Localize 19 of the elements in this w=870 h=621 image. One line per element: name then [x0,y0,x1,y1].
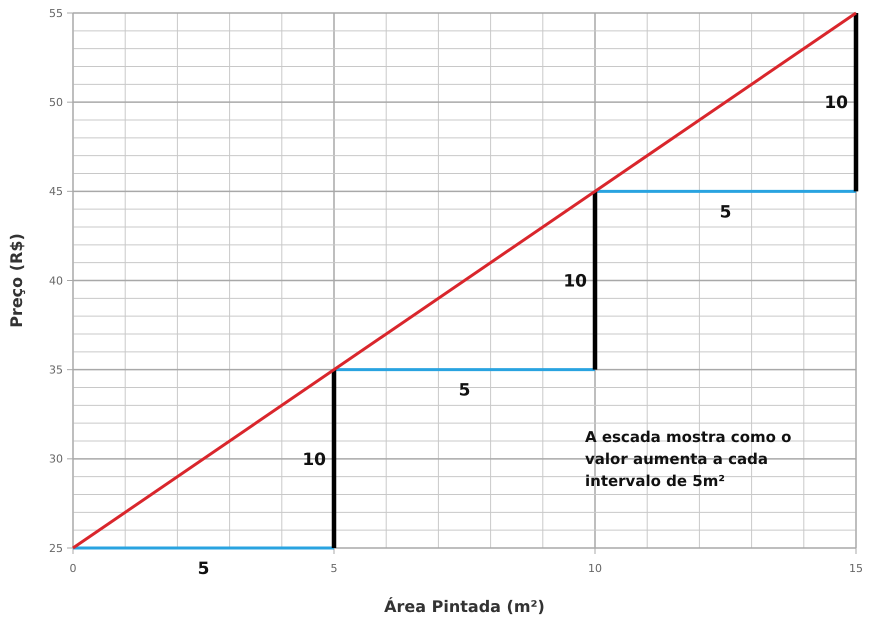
annotation: 10 [302,450,326,470]
y-tick-label: 25 [49,542,63,555]
annotation: 5 [458,380,470,401]
y-tick-label: 40 [49,274,63,288]
x-tick-label: 10 [588,562,602,575]
y-tick-label: 50 [49,96,63,110]
annotation: A escada mostra como o valor aumenta a cada intervalo de 5m² [585,428,792,490]
x-tick-label: 0 [70,562,76,575]
y-tick-label: 30 [49,452,63,466]
y-tick-label: 35 [49,364,63,377]
annotation: 10 [563,271,588,292]
y-axis-title: Preço (R$) [7,233,26,328]
annotation: 5 [720,202,732,222]
x-tick-label: 5 [330,562,338,575]
annotation: 10 [824,93,848,114]
x-tick-label: 15 [849,562,863,575]
y-tick-label: 45 [49,185,63,198]
y-tick-label: 55 [49,6,63,20]
x-axis-title: Área Pintada (m²) [384,597,545,616]
